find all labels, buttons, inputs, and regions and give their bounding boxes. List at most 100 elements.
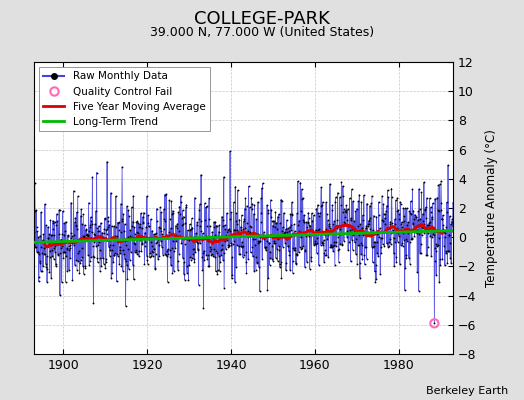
Point — [202, 203, 211, 210]
Point — [189, 251, 197, 257]
Point — [276, 261, 284, 268]
Point — [50, 218, 59, 225]
Point — [187, 226, 195, 233]
Point — [92, 170, 101, 176]
Point — [88, 221, 96, 227]
Point — [216, 235, 224, 242]
Point — [260, 244, 269, 251]
Point — [259, 233, 268, 240]
Point — [86, 222, 94, 228]
Point — [140, 242, 149, 249]
Point — [398, 242, 407, 249]
Point — [48, 252, 57, 259]
Point — [240, 216, 248, 222]
Point — [363, 232, 372, 238]
Point — [383, 225, 391, 232]
Point — [288, 199, 296, 206]
Point — [409, 221, 417, 227]
Point — [376, 271, 385, 278]
Point — [252, 216, 260, 222]
Point — [86, 258, 94, 264]
Point — [299, 243, 308, 250]
Point — [411, 211, 419, 218]
Point — [389, 228, 397, 235]
Point — [62, 218, 70, 225]
Point — [414, 221, 422, 228]
Point — [174, 266, 182, 273]
Point — [272, 220, 281, 227]
Point — [175, 203, 183, 210]
Point — [430, 228, 438, 234]
Point — [130, 224, 138, 231]
Point — [209, 235, 217, 242]
Point — [170, 235, 179, 242]
Point — [198, 254, 206, 260]
Point — [314, 227, 322, 234]
Point — [193, 219, 201, 226]
Point — [77, 206, 85, 212]
Point — [106, 235, 115, 242]
Point — [430, 320, 439, 326]
Point — [245, 230, 253, 237]
Point — [305, 233, 313, 239]
Point — [377, 250, 386, 256]
Point — [43, 279, 51, 285]
Point — [369, 212, 378, 219]
Point — [328, 244, 336, 250]
Point — [169, 210, 178, 216]
Point — [175, 250, 183, 257]
Point — [204, 215, 213, 222]
Point — [206, 248, 214, 254]
Point — [182, 233, 190, 240]
Point — [172, 233, 181, 239]
Point — [225, 226, 233, 232]
Point — [116, 246, 124, 253]
Point — [189, 246, 197, 252]
Point — [316, 242, 325, 248]
Point — [424, 222, 433, 228]
Point — [352, 251, 360, 258]
Point — [192, 237, 200, 243]
Point — [282, 217, 291, 223]
Point — [265, 261, 274, 268]
Point — [278, 228, 286, 234]
Point — [276, 264, 284, 270]
Point — [362, 225, 370, 231]
Point — [129, 276, 138, 283]
Point — [319, 242, 327, 248]
Point — [319, 199, 327, 205]
Point — [295, 218, 303, 224]
Point — [90, 239, 99, 246]
Point — [222, 246, 230, 252]
Point — [442, 199, 451, 206]
Point — [141, 229, 149, 236]
Point — [64, 243, 73, 249]
Point — [184, 236, 192, 242]
Point — [405, 208, 413, 215]
Point — [275, 243, 283, 249]
Point — [252, 254, 260, 260]
Point — [399, 218, 408, 224]
Point — [388, 220, 396, 227]
Point — [263, 238, 271, 244]
Point — [71, 262, 79, 268]
Point — [408, 236, 416, 242]
Point — [279, 233, 288, 239]
Point — [122, 258, 130, 264]
Point — [210, 246, 218, 252]
Point — [56, 250, 64, 256]
Point — [188, 224, 196, 231]
Point — [322, 226, 330, 232]
Point — [334, 259, 343, 265]
Point — [255, 238, 263, 244]
Point — [370, 239, 378, 245]
Point — [194, 246, 202, 253]
Point — [285, 228, 293, 234]
Point — [340, 218, 348, 225]
Point — [355, 192, 364, 198]
Point — [257, 195, 265, 201]
Point — [289, 258, 297, 264]
Point — [219, 257, 227, 263]
Point — [133, 218, 141, 224]
Point — [418, 224, 427, 230]
